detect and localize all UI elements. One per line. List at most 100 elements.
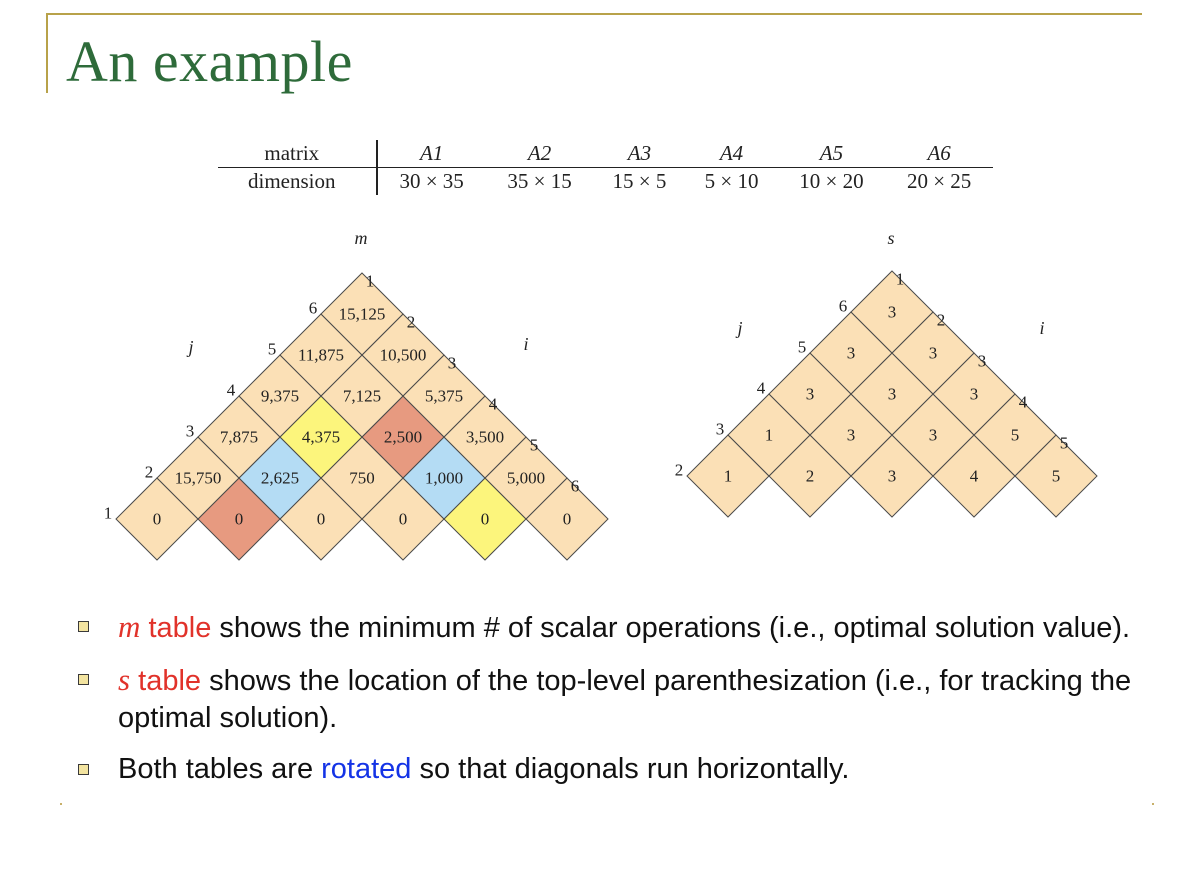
s-table-j-tick: 5	[798, 338, 807, 357]
s-table-cell-value: 1	[765, 426, 774, 445]
m-table-j-tick: 6	[309, 299, 318, 318]
matrix-dimension: 35 × 15	[485, 167, 594, 195]
m-table-cell-value: 0	[153, 510, 162, 529]
bullet-rotated: Both tables are rotated so that diagonal…	[76, 751, 1146, 788]
m-table-cell-value: 0	[481, 510, 490, 529]
rotated-highlight: rotated	[321, 753, 412, 785]
matrix-row-label: matrix	[218, 140, 378, 168]
m-table-cell-value: 15,750	[175, 469, 222, 488]
slide-frame-left-rule	[46, 13, 48, 93]
m-table-cell-value: 4,375	[302, 428, 340, 447]
m-table-cell	[320, 272, 404, 356]
s-table-cell-value: 5	[1052, 467, 1061, 486]
s-table-cell-value: 3	[847, 344, 856, 363]
s-table-i-axis-label: i	[1039, 318, 1044, 338]
bullet-m-table: m table shows the minimum # of scalar op…	[76, 608, 1146, 647]
m-table-cell-value: 0	[235, 510, 244, 529]
matrix-name: A1	[419, 141, 444, 165]
matrix-name: A6	[927, 141, 951, 165]
bullet-text: so that diagonals run horizontally.	[411, 753, 850, 785]
decorative-dot	[60, 803, 62, 805]
bullet-text: shows the location of the top-level pare…	[118, 665, 1132, 734]
m-table-table-label: m	[355, 228, 368, 248]
s-table-cell-value: 5	[1011, 426, 1020, 445]
s-table-table-label: s	[887, 228, 894, 248]
bullet-s-table: s table shows the location of the top-le…	[76, 661, 1146, 737]
matrix-dimension: 20 × 25	[885, 167, 993, 195]
m-table-i-tick: 4	[489, 395, 498, 414]
m-table-j-tick: 5	[268, 340, 277, 359]
m-table-cell-value: 2,625	[261, 469, 299, 488]
m-table-j-tick: 3	[186, 422, 195, 441]
m-table-j-axis-label: j	[186, 337, 193, 357]
m-table-cell-value: 15,125	[339, 305, 386, 324]
matrix-row: matrix A1 A2 A3 A4 A5 A6	[218, 140, 993, 168]
matrix-dimension: 30 × 35	[376, 167, 486, 195]
m-table-cell-value: 10,500	[380, 346, 427, 365]
rotated-tables-figure: 0 0 0 0 0 0 15,750 2,625 750 1,000 5,000 7,875 4,375…	[104, 228, 1098, 561]
matrix-dimension: 15 × 5	[593, 167, 686, 195]
s-table-cell-value: 3	[847, 426, 856, 445]
s-table-j-tick: 4	[757, 379, 766, 398]
m-table-cell-value: 3,500	[466, 428, 504, 447]
s-table-j-tick: 2	[675, 461, 684, 480]
m-table-i-tick: 5	[530, 436, 539, 455]
m-table-cell-value: 5,375	[425, 387, 463, 406]
s-table-term: s table	[118, 662, 202, 697]
m-table-term: m table	[118, 609, 212, 644]
matrix-name: A3	[627, 141, 652, 165]
s-table-i-tick: 4	[1019, 393, 1028, 412]
s-table-i-tick: 5	[1060, 434, 1069, 453]
m-table-cell-value: 7,125	[343, 387, 381, 406]
matrix-dimension: 5 × 10	[685, 167, 778, 195]
s-table-cell-value: 3	[888, 467, 897, 486]
m-table-j-tick: 1	[104, 504, 113, 523]
s-table-i-tick: 2	[937, 311, 946, 330]
m-table-cell-value: 750	[349, 469, 375, 488]
m-table-cell-value: 9,375	[261, 387, 299, 406]
dimension-row-label: dimension	[218, 167, 378, 195]
bullet-list: m table shows the minimum # of scalar op…	[76, 608, 1146, 802]
m-table-cell-value: 0	[317, 510, 326, 529]
s-table-cell-value: 2	[806, 467, 815, 486]
s-table-cell-value: 3	[929, 344, 938, 363]
bullet-box-icon	[78, 764, 89, 775]
dimension-row: dimension 30 × 35 35 × 15 15 × 5 5 × 10 …	[218, 167, 993, 195]
matrix-name: A2	[527, 141, 552, 165]
matrix-dimension: 10 × 20	[777, 167, 886, 195]
m-table-j-tick: 4	[227, 381, 236, 400]
s-table-cell-value: 1	[724, 467, 733, 486]
s-table-j-tick: 6	[839, 297, 848, 316]
s-table-j-axis-label: j	[735, 318, 742, 338]
m-table-cell-value: 2,500	[384, 428, 422, 447]
m-table-cell-value: 11,875	[298, 346, 344, 365]
s-table-j-tick: 3	[716, 420, 725, 439]
bullet-text: Both tables are	[118, 753, 322, 785]
m-table-i-axis-label: i	[523, 334, 528, 354]
bullet-text: shows the minimum # of scalar operations…	[211, 612, 1131, 644]
s-table-cell-value: 3	[970, 385, 979, 404]
m-table-i-tick: 2	[407, 313, 416, 332]
s-table-cell-value: 3	[888, 303, 897, 322]
s-table-cell-value: 3	[806, 385, 815, 404]
s-table-cell-value: 3	[888, 385, 897, 404]
m-table-cell-value: 7,875	[220, 428, 258, 447]
m-table-cell-value: 1,000	[425, 469, 463, 488]
s-table-i-tick: 1	[896, 270, 905, 289]
m-table-cell-value: 0	[399, 510, 408, 529]
slide-title: An example	[66, 29, 353, 94]
m-table-cell-value: 0	[563, 510, 572, 529]
s-table-cell-value: 4	[970, 467, 979, 486]
s-table-cell-value: 3	[929, 426, 938, 445]
m-table-i-tick: 6	[571, 477, 580, 496]
bullet-box-icon	[78, 674, 89, 685]
s-table-i-tick: 3	[978, 352, 987, 371]
m-table-cell-value: 5,000	[507, 469, 545, 488]
m-table-j-tick: 2	[145, 463, 154, 482]
m-table-i-tick: 1	[366, 272, 375, 291]
decorative-dot	[1152, 803, 1154, 805]
bullet-box-icon	[78, 621, 89, 632]
matrix-name: A5	[819, 141, 844, 165]
slide-frame-top-rule	[46, 13, 1142, 15]
m-table-i-tick: 3	[448, 354, 457, 373]
